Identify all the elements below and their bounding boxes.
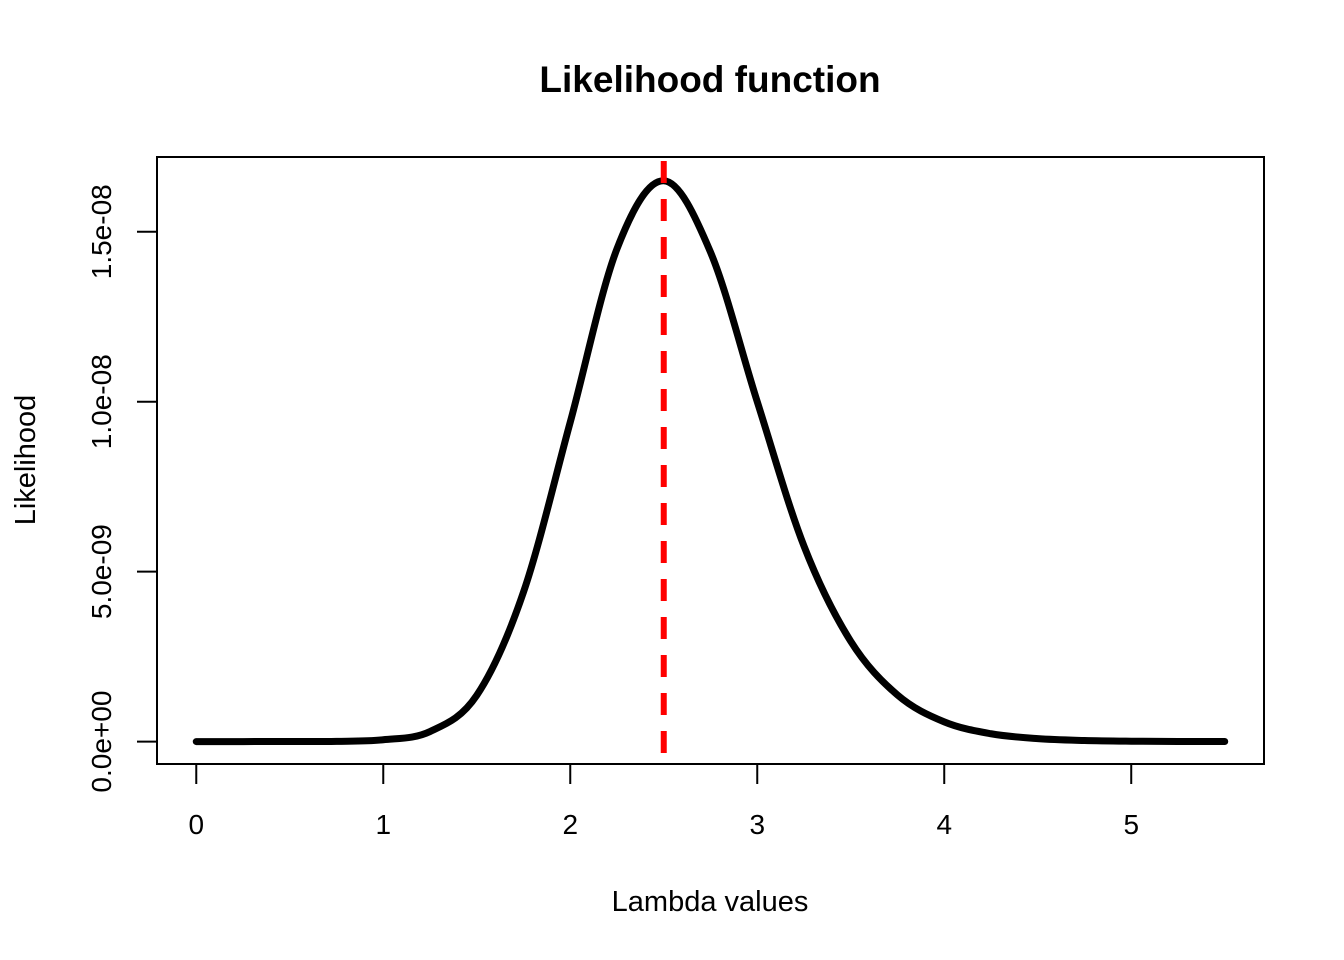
x-tick-label: 2 <box>562 809 578 840</box>
y-tick-label: 1.5e-08 <box>86 184 117 279</box>
x-tick-label: 0 <box>188 809 204 840</box>
x-tick-label: 4 <box>936 809 952 840</box>
x-tick-label: 3 <box>749 809 765 840</box>
y-tick-label: 0.0e+00 <box>86 691 117 793</box>
y-axis-label: Likelihood <box>10 395 42 526</box>
y-tick-label: 1.0e-08 <box>86 354 117 449</box>
likelihood-curve <box>192 177 1229 746</box>
x-axis: 0 1 2 3 4 5 <box>188 763 1139 840</box>
y-axis: 0.0e+00 5.0e-09 1.0e-08 1.5e-08 <box>86 184 158 793</box>
x-axis-label: Lambda values <box>612 886 809 918</box>
x-tick-label: 1 <box>375 809 391 840</box>
chart-title: Likelihood function <box>539 59 880 100</box>
y-tick-label: 5.0e-09 <box>86 524 117 619</box>
x-tick-label: 5 <box>1123 809 1139 840</box>
series-layer <box>192 177 1229 746</box>
